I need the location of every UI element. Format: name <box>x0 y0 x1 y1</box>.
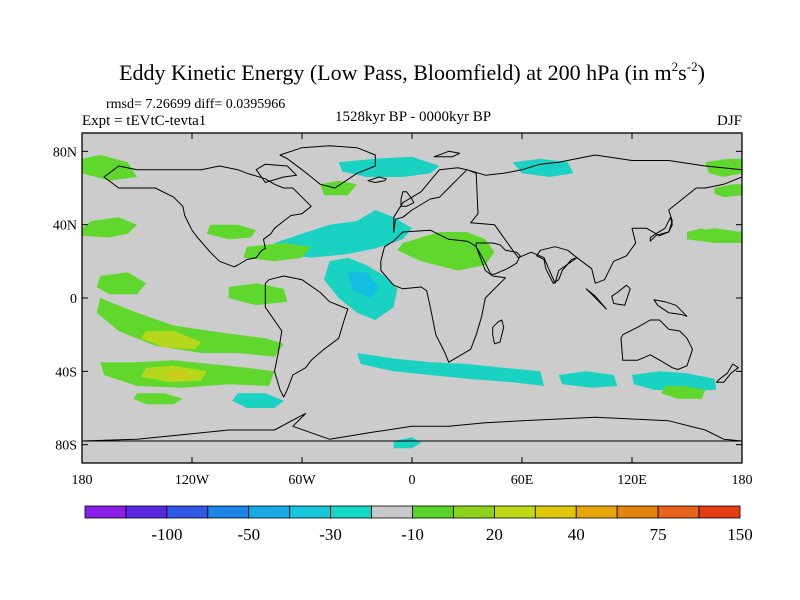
colorbar-swatch <box>657 505 700 519</box>
colorbar-label: 40 <box>568 525 585 544</box>
coastline-eurasia <box>393 154 742 284</box>
colorbar <box>84 505 741 519</box>
x-tick-label: 180 <box>732 473 753 488</box>
coastline-north-america <box>103 165 312 268</box>
colorbar-label: -50 <box>237 525 260 544</box>
coastline-greenland <box>279 145 376 189</box>
coastline-new-guinea <box>653 299 688 317</box>
colorbar-swatch <box>616 505 659 519</box>
coastline-svalbard <box>433 150 461 158</box>
region-north-atlantic-europe <box>274 210 412 258</box>
colorbar-swatch <box>534 505 577 519</box>
region-south-pacific-subtropics <box>96 298 284 357</box>
colorbar-swatch <box>698 505 741 519</box>
coastline-arabia <box>475 242 521 275</box>
chart-title: Eddy Kinetic Energy (Low Pass, Bloomfiel… <box>119 59 705 85</box>
y-tick-label: 80N <box>53 145 77 160</box>
colorbar-label: -10 <box>401 525 424 544</box>
region-north-pacific <box>82 217 137 238</box>
region-south-pacific-subtropics-core <box>140 331 202 350</box>
x-tick-label: 0 <box>409 473 416 488</box>
coastline-antarctica <box>82 413 742 442</box>
region-south-indian-ocean-east <box>558 371 618 388</box>
region-weddell <box>393 437 422 449</box>
x-tick-label: 180 <box>72 473 93 488</box>
x-tick-label: 60E <box>511 473 534 488</box>
y-axis-ticks: 80N 40N 0 40S 80S <box>53 145 742 454</box>
coastline-sumatra <box>585 288 607 310</box>
x-tick-label: 60W <box>288 473 316 488</box>
colorbar-swatch <box>575 505 618 519</box>
region-eurasia-north <box>512 158 574 177</box>
experiment-label: Expt = tEVtC-tevta1 <box>82 113 206 129</box>
region-australia-north <box>661 386 706 399</box>
region-arctic-europe <box>338 156 440 177</box>
coastline-south-america <box>264 275 349 398</box>
colorbar-swatch <box>493 505 536 519</box>
region-northwest-pacific <box>714 184 742 198</box>
stats-label: rmsd= 7.26699 diff= 0.0395966 <box>106 97 285 112</box>
region-tropical-atlantic-core <box>347 272 379 298</box>
colorbar-swatch <box>166 505 209 519</box>
map-background <box>82 133 742 463</box>
colorbar-labels: -100 -50 -30 -10 20 40 75 150 <box>151 525 752 544</box>
x-tick-label: 120E <box>617 473 647 488</box>
x-axis-ticks: 180 120W 60W 0 60E 120E 180 <box>72 133 753 488</box>
colorbar-swatch <box>125 505 168 519</box>
coastline-new-zealand <box>715 363 739 383</box>
region-central-pacific-north <box>206 224 257 240</box>
region-south-pacific-peak <box>164 371 192 379</box>
region-arctic-alaska <box>82 155 137 181</box>
x-tick-label: 120W <box>175 473 210 488</box>
coastline-india <box>536 246 578 284</box>
coastline-australia <box>620 319 693 370</box>
colorbar-label: -30 <box>319 525 342 544</box>
y-tick-label: 80S <box>55 439 77 454</box>
coastline-borneo <box>611 284 631 306</box>
region-sahara-arabia <box>397 232 495 271</box>
colorbar-label: 20 <box>486 525 503 544</box>
region-southern-ocean-east <box>133 393 183 405</box>
coastline-madagascar <box>492 319 505 345</box>
y-tick-label: 40N <box>53 219 77 234</box>
coastline-africa <box>380 229 506 363</box>
map-area <box>82 133 742 463</box>
period-label: 1528kyr BP - 0000kyr BP <box>335 109 491 125</box>
colorbar-label: 150 <box>727 525 753 544</box>
colorbar-swatch <box>289 505 332 519</box>
anomaly-regions <box>82 155 742 449</box>
y-tick-label: 0 <box>70 292 77 307</box>
region-northwest-atlantic <box>243 243 312 262</box>
coastlines <box>82 145 742 442</box>
colorbar-swatch <box>84 505 127 519</box>
colorbar-swatch <box>330 505 372 519</box>
coastline-iceland <box>367 176 387 183</box>
region-australia-south <box>632 371 717 392</box>
colorbar-swatch <box>412 505 454 519</box>
region-eastern-tropical-pacific <box>228 283 288 306</box>
region-west-pacific-subtropics <box>96 272 147 295</box>
colorbar-swatch <box>207 505 250 519</box>
region-north-pacific-south <box>232 393 284 408</box>
colorbar-label: 75 <box>650 525 667 544</box>
region-australia-east <box>320 180 357 196</box>
coastline-japan <box>649 216 673 242</box>
colorbar-swatch <box>453 505 495 519</box>
season-label: DJF <box>717 113 742 129</box>
colorbar-swatch <box>371 505 413 519</box>
colorbar-swatch <box>248 505 291 519</box>
region-sea-of-okhotsk <box>687 228 715 240</box>
y-tick-label: 40S <box>55 365 77 380</box>
colorbar-label: -100 <box>151 525 182 544</box>
coastline-baffin <box>255 163 297 183</box>
coastline-uk <box>400 191 415 207</box>
region-south-atlantic-indian-ocean <box>357 353 544 386</box>
